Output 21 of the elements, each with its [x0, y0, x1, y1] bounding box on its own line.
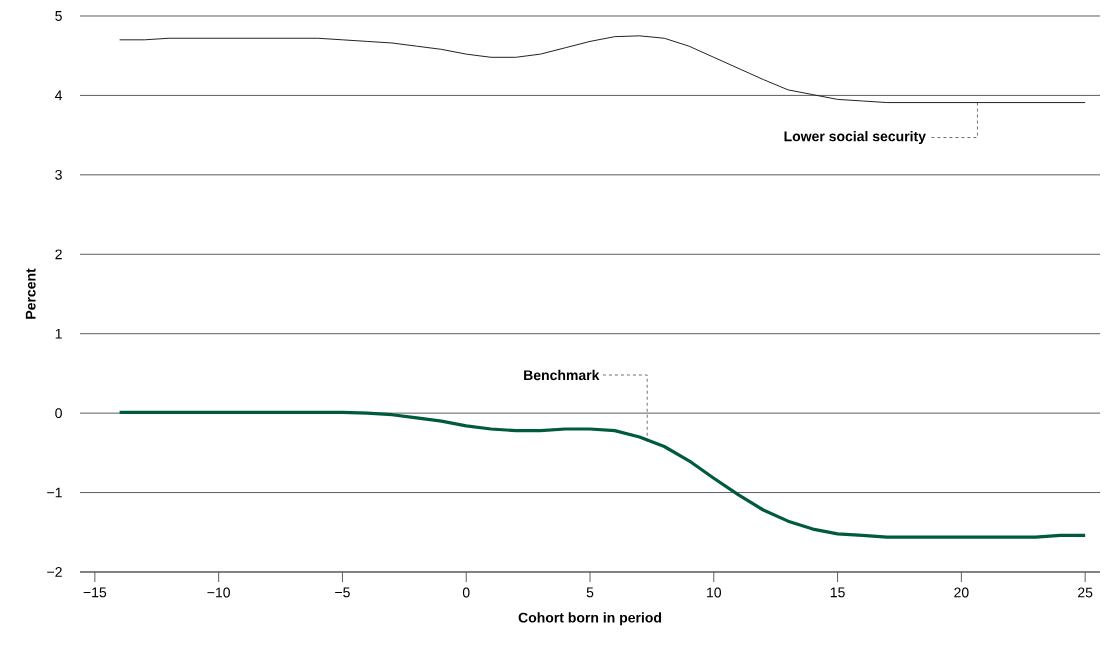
y-tick-label: 0	[55, 408, 62, 419]
y-tick-label: 4	[55, 90, 63, 101]
y-tick-label: 2	[55, 249, 62, 260]
y-axis-title: Percent	[25, 268, 36, 319]
x-tick-label: 5	[586, 587, 594, 598]
x-tick-label: 20	[954, 587, 969, 598]
annotation: Benchmark	[524, 369, 600, 381]
y-tick-label: 1	[55, 328, 62, 339]
y-tick-label: −2	[47, 567, 62, 577]
x-axis-title: Cohort born in period	[518, 612, 662, 626]
x-tick-label: 25	[1078, 587, 1093, 598]
x-tick-label: −5	[335, 587, 350, 598]
y-tick-label: 3	[55, 169, 62, 180]
y-tick-label: −1	[47, 487, 62, 498]
x-tick-label: −15	[83, 587, 107, 598]
y-tick-label: 5	[55, 11, 62, 21]
x-tick-label: 10	[707, 587, 722, 598]
annotation: Lower social security	[784, 130, 926, 145]
x-tick-label: −10	[207, 587, 230, 598]
x-tick-label: 15	[830, 587, 845, 598]
x-tick-label: 0	[462, 587, 470, 598]
